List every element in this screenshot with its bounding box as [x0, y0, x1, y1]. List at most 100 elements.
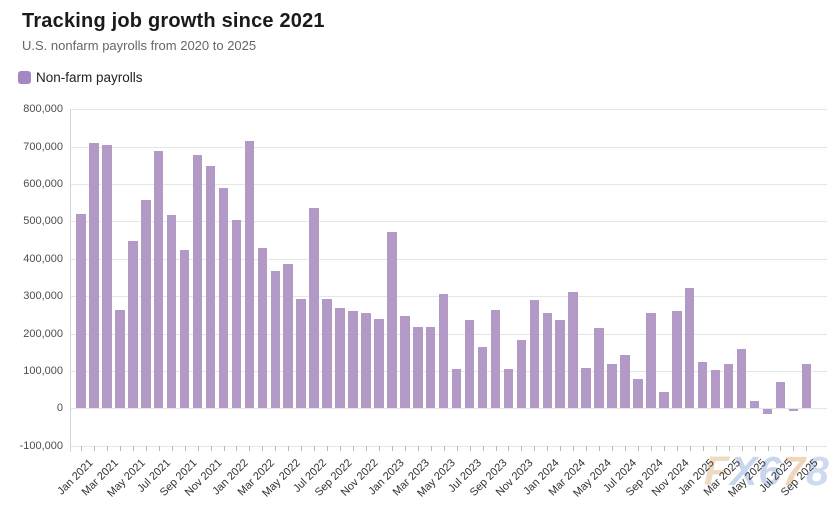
y-gridline	[70, 333, 827, 335]
x-axis-tick	[94, 446, 95, 451]
x-axis-tick	[482, 446, 484, 451]
bar[interactable]	[270, 270, 281, 409]
bar[interactable]	[659, 391, 669, 409]
watermark-letter: 7	[782, 448, 807, 494]
legend-swatch	[18, 71, 31, 84]
x-axis-tick	[223, 446, 225, 451]
x-axis-tick	[132, 446, 134, 451]
x-axis-tick	[806, 446, 808, 451]
y-axis-label: -100,000	[19, 439, 63, 452]
bar[interactable]	[607, 364, 617, 409]
bar[interactable]	[633, 379, 643, 409]
bar[interactable]	[438, 293, 449, 409]
y-axis-label: 300,000	[23, 290, 63, 303]
bar[interactable]	[205, 166, 216, 409]
bar[interactable]	[361, 312, 371, 409]
bar[interactable]	[762, 409, 773, 415]
bar[interactable]	[697, 361, 708, 409]
bar[interactable]	[257, 248, 268, 409]
bar[interactable]	[192, 155, 203, 409]
bar[interactable]	[464, 320, 475, 409]
bar[interactable]	[594, 327, 604, 409]
x-axis-tick	[158, 446, 160, 451]
bar[interactable]	[153, 150, 164, 409]
bar[interactable]	[581, 368, 591, 409]
bar[interactable]	[736, 349, 747, 409]
bar[interactable]	[451, 369, 462, 409]
bar[interactable]	[283, 264, 293, 409]
x-axis-tick	[586, 446, 588, 451]
bar[interactable]	[348, 310, 358, 409]
bar[interactable]	[309, 207, 319, 409]
x-axis-tick	[689, 446, 691, 451]
y-gridline	[70, 296, 827, 298]
bar[interactable]	[102, 145, 112, 409]
bar[interactable]	[244, 141, 255, 409]
bar[interactable]	[166, 214, 177, 409]
bar[interactable]	[413, 327, 423, 409]
x-axis-tick	[780, 446, 782, 451]
watermark-letter: 6	[758, 448, 783, 494]
bar[interactable]	[555, 320, 565, 409]
y-gridline	[70, 258, 827, 260]
bar[interactable]	[296, 298, 306, 409]
y-gridline	[70, 109, 827, 110]
bar[interactable]	[503, 369, 514, 409]
bar[interactable]	[490, 310, 501, 409]
bar[interactable]	[529, 299, 540, 409]
bar[interactable]	[387, 231, 397, 409]
bar[interactable]	[322, 299, 332, 409]
y-gridline	[70, 146, 827, 148]
bar[interactable]	[568, 292, 578, 409]
bar[interactable]	[477, 346, 488, 409]
bar[interactable]	[620, 354, 630, 409]
y-gridline	[70, 408, 827, 410]
x-axis-tick	[184, 446, 186, 451]
bar[interactable]	[400, 315, 410, 409]
bar[interactable]	[749, 401, 760, 409]
bar[interactable]	[646, 313, 656, 409]
x-axis-tick	[599, 446, 601, 451]
x-axis-tick	[262, 446, 264, 451]
bar[interactable]	[723, 363, 734, 409]
bar[interactable]	[775, 381, 786, 409]
bar[interactable]	[128, 241, 138, 409]
bar[interactable]	[425, 327, 436, 409]
bar[interactable]	[89, 142, 99, 409]
page-title: Tracking job growth since 2021	[22, 10, 325, 32]
bar[interactable]	[179, 249, 190, 409]
bar[interactable]	[684, 287, 695, 409]
bar[interactable]	[76, 213, 86, 409]
x-axis-tick	[715, 446, 717, 451]
y-axis-label: 800,000	[23, 103, 63, 115]
x-axis-tick	[469, 446, 471, 451]
x-axis-tick	[404, 446, 406, 451]
bar[interactable]	[801, 363, 812, 409]
bar[interactable]	[672, 310, 682, 409]
bar[interactable]	[141, 200, 151, 409]
bar[interactable]	[788, 409, 799, 411]
bar[interactable]	[516, 340, 527, 409]
legend[interactable]: Non-farm payrolls	[18, 70, 143, 85]
watermark-letter: 8	[806, 448, 830, 494]
x-axis-tick	[637, 446, 639, 451]
x-axis-tick	[430, 446, 432, 451]
bar[interactable]	[218, 188, 229, 409]
x-axis-tick	[534, 446, 536, 451]
y-axis-line	[70, 109, 71, 452]
y-gridline	[70, 221, 827, 223]
x-axis-tick	[741, 446, 743, 451]
bar[interactable]	[542, 312, 553, 409]
bar[interactable]	[231, 219, 242, 409]
x-axis-tick	[767, 446, 769, 451]
bar[interactable]	[374, 319, 384, 409]
x-axis-tick	[288, 446, 290, 451]
x-axis-tick	[650, 446, 652, 451]
bar[interactable]	[710, 370, 721, 409]
x-axis-tick	[301, 446, 303, 451]
bar[interactable]	[335, 307, 345, 409]
x-axis-tick	[365, 446, 367, 451]
x-axis-tick	[236, 446, 238, 451]
x-axis-tick	[560, 446, 562, 451]
bar[interactable]	[115, 310, 125, 409]
